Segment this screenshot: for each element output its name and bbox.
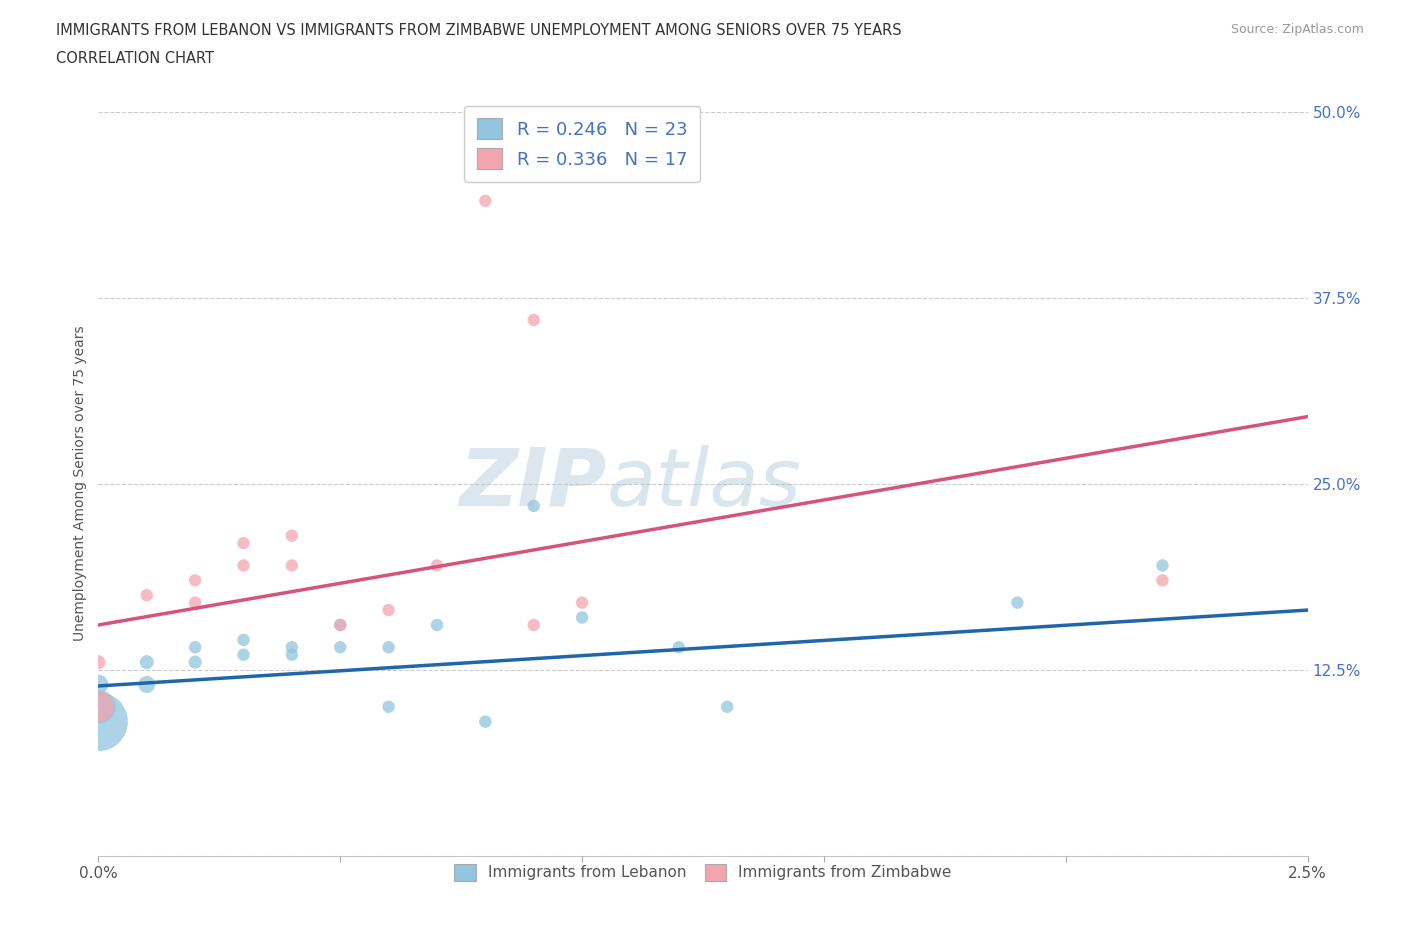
Point: [232, 536, 254, 551]
Point: [281, 640, 304, 655]
Point: [377, 699, 399, 714]
Text: IMMIGRANTS FROM LEBANON VS IMMIGRANTS FROM ZIMBABWE UNEMPLOYMENT AMONG SENIORS O: IMMIGRANTS FROM LEBANON VS IMMIGRANTS FR…: [56, 23, 901, 38]
Point: [668, 640, 690, 655]
Point: [87, 714, 110, 729]
Point: [426, 558, 449, 573]
Text: atlas: atlas: [606, 445, 801, 523]
Legend: Immigrants from Lebanon, Immigrants from Zimbabwe: Immigrants from Lebanon, Immigrants from…: [447, 856, 959, 889]
Point: [716, 699, 738, 714]
Point: [426, 618, 449, 632]
Point: [329, 640, 352, 655]
Point: [87, 677, 110, 692]
Point: [232, 632, 254, 647]
Point: [281, 558, 304, 573]
Point: [377, 603, 399, 618]
Point: [377, 640, 399, 655]
Point: [87, 655, 110, 670]
Point: [184, 573, 207, 588]
Point: [184, 655, 207, 670]
Point: [474, 193, 496, 208]
Point: [232, 647, 254, 662]
Point: [135, 677, 157, 692]
Point: [329, 618, 352, 632]
Point: [281, 647, 304, 662]
Y-axis label: Unemployment Among Seniors over 75 years: Unemployment Among Seniors over 75 years: [73, 326, 87, 642]
Point: [135, 655, 157, 670]
Point: [1007, 595, 1029, 610]
Point: [571, 610, 593, 625]
Point: [87, 699, 110, 714]
Point: [1152, 558, 1174, 573]
Text: CORRELATION CHART: CORRELATION CHART: [56, 51, 214, 66]
Point: [523, 618, 546, 632]
Point: [329, 618, 352, 632]
Point: [474, 714, 496, 729]
Text: Source: ZipAtlas.com: Source: ZipAtlas.com: [1230, 23, 1364, 36]
Point: [281, 528, 304, 543]
Point: [523, 312, 546, 327]
Point: [1152, 573, 1174, 588]
Point: [184, 595, 207, 610]
Point: [232, 558, 254, 573]
Text: ZIP: ZIP: [458, 445, 606, 523]
Point: [523, 498, 546, 513]
Point: [571, 595, 593, 610]
Point: [87, 699, 110, 714]
Point: [135, 588, 157, 603]
Point: [184, 640, 207, 655]
